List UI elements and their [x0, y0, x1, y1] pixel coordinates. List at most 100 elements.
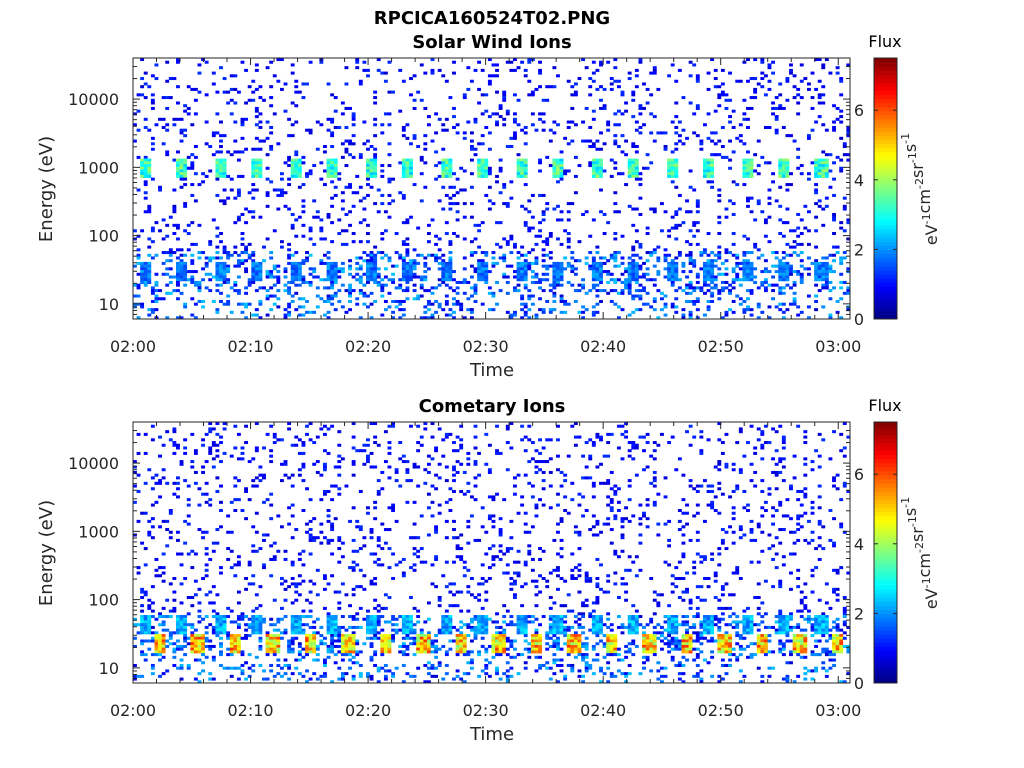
heatmap-cell	[480, 161, 485, 165]
heatmap-cell	[599, 299, 603, 303]
heatmap-cell	[556, 278, 560, 282]
heatmap-cell	[147, 628, 152, 632]
heatmap-cell	[416, 226, 421, 230]
heatmap-cell	[842, 229, 847, 233]
heatmap-cell	[143, 278, 148, 282]
heatmap-cell	[606, 128, 611, 132]
heatmap-cell	[817, 272, 822, 276]
heatmap-cell	[376, 251, 381, 255]
heatmap-cell	[444, 261, 449, 265]
heatmap-cell	[326, 82, 331, 86]
heatmap-cell	[176, 158, 180, 162]
heatmap-cell	[538, 161, 542, 165]
heatmap-cell	[419, 63, 424, 67]
heatmap-cell	[154, 481, 159, 485]
heatmap-cell	[373, 256, 378, 260]
heatmap-cell	[595, 245, 600, 249]
heatmap-cell	[516, 256, 521, 260]
heatmap-cell	[677, 223, 682, 227]
heatmap-cell	[276, 79, 281, 83]
heatmap-cell	[236, 188, 241, 192]
heatmap-cell	[599, 85, 603, 89]
heatmap-cell	[254, 422, 259, 426]
heatmap-cell	[179, 278, 184, 282]
heatmap-cell	[172, 663, 177, 667]
heatmap-cell	[387, 636, 392, 640]
heatmap-cell	[158, 289, 162, 293]
heatmap-cell	[484, 164, 489, 168]
heatmap-cell	[193, 316, 198, 320]
heatmap-cell	[272, 623, 277, 627]
heatmap-cell	[423, 560, 428, 564]
heatmap-cell	[674, 101, 679, 105]
heatmap-cell	[190, 549, 195, 553]
heatmap-cell	[674, 185, 679, 189]
heatmap-cell	[319, 261, 324, 265]
heatmap-cell	[778, 261, 783, 265]
heatmap-cell	[351, 625, 356, 629]
heatmap-cell	[513, 310, 517, 314]
heatmap-cell	[595, 87, 600, 91]
heatmap-cell	[301, 615, 306, 619]
heatmap-cell	[477, 229, 482, 233]
heatmap-cell	[426, 316, 431, 320]
heatmap-cell	[401, 221, 406, 225]
heatmap-cell	[469, 286, 474, 290]
heatmap-cell	[183, 653, 188, 657]
heatmap-cell	[337, 492, 342, 496]
heatmap-cell	[344, 125, 349, 129]
heatmap-cell	[294, 291, 299, 295]
heatmap-cell	[599, 161, 603, 165]
heatmap-cell	[168, 77, 173, 81]
heatmap-cell	[158, 615, 162, 619]
heatmap-cell	[846, 286, 851, 290]
heatmap-cell	[538, 234, 542, 238]
heatmap-cell	[168, 253, 173, 257]
heatmap-cell	[498, 221, 503, 225]
heatmap-cell	[158, 574, 162, 578]
heatmap-cell	[179, 316, 184, 320]
heatmap-cell	[161, 142, 166, 146]
heatmap-cell	[699, 147, 704, 151]
heatmap-cell	[631, 169, 636, 173]
heatmap-cell	[269, 663, 274, 667]
heatmap-cell	[573, 90, 578, 94]
heatmap-cell	[502, 90, 507, 94]
heatmap-cell	[778, 161, 783, 165]
heatmap-cell	[362, 574, 367, 578]
heatmap-cell	[183, 634, 188, 638]
heatmap-cell	[136, 623, 141, 627]
heatmap-cell	[824, 153, 829, 157]
heatmap-cell	[627, 204, 632, 208]
heatmap-cell	[505, 204, 510, 208]
heatmap-cell	[154, 639, 159, 643]
heatmap-cell	[416, 609, 421, 613]
heatmap-cell	[168, 215, 173, 219]
heatmap-cell	[172, 275, 177, 279]
heatmap-cell	[308, 536, 313, 540]
heatmap-cell	[556, 267, 560, 271]
heatmap-cell	[799, 310, 804, 314]
heatmap-cell	[140, 639, 145, 643]
heatmap-cell	[789, 272, 793, 276]
heatmap-cell	[326, 514, 331, 518]
heatmap-cell	[344, 634, 349, 638]
heatmap-cell	[663, 305, 668, 309]
heatmap-cell	[706, 278, 711, 282]
heatmap-cell	[613, 259, 618, 263]
heatmap-cell	[814, 245, 819, 249]
heatmap-cell	[136, 566, 141, 570]
heatmap-cell	[595, 174, 600, 178]
heatmap-cell	[251, 251, 256, 255]
heatmap-cell	[323, 636, 327, 640]
heatmap-cell	[383, 642, 388, 646]
heatmap-cell	[348, 653, 352, 657]
heatmap-cell	[373, 634, 378, 638]
heatmap-cell	[552, 166, 557, 170]
heatmap-cell	[767, 202, 772, 206]
heatmap-cell	[713, 278, 718, 282]
heatmap-cell	[405, 272, 410, 276]
heatmap-cell	[140, 609, 145, 613]
heatmap-cell	[824, 204, 829, 208]
heatmap-cell	[183, 177, 188, 181]
